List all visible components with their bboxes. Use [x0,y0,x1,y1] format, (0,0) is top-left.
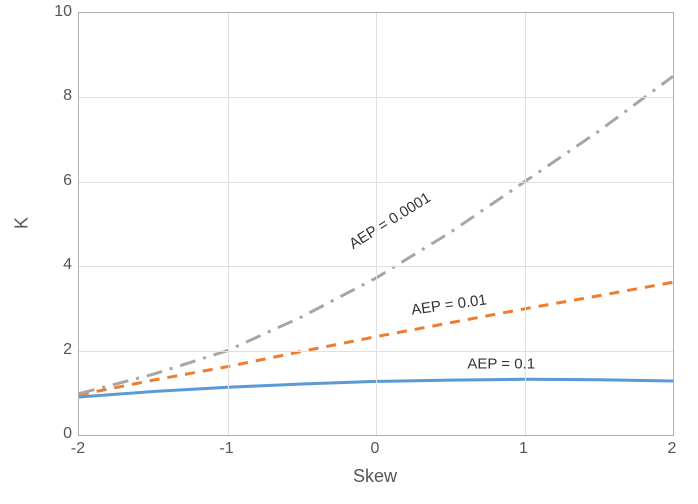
x-axis-label: Skew [353,466,397,487]
chart-container: K Skew -2-10120246810AEP = 0.1AEP = 0.01… [0,0,698,504]
gridline-h [79,97,673,98]
x-tick-label: -1 [219,440,233,458]
y-tick-label: 10 [42,3,72,21]
x-tick-label: 2 [668,440,677,458]
x-tick-label: -2 [71,440,85,458]
y-tick-label: 2 [42,341,72,359]
y-tick-label: 6 [42,172,72,190]
gridline-h [79,182,673,183]
gridline-v [228,13,229,435]
y-axis-label: K [12,217,33,229]
y-tick-label: 8 [42,87,72,105]
x-tick-label: 1 [519,440,528,458]
x-tick-label: 0 [371,440,380,458]
gridline-h [79,266,673,267]
gridline-h [79,351,673,352]
y-tick-label: 0 [42,425,72,443]
y-tick-label: 4 [42,256,72,274]
series-label: AEP = 0.1 [467,355,535,372]
